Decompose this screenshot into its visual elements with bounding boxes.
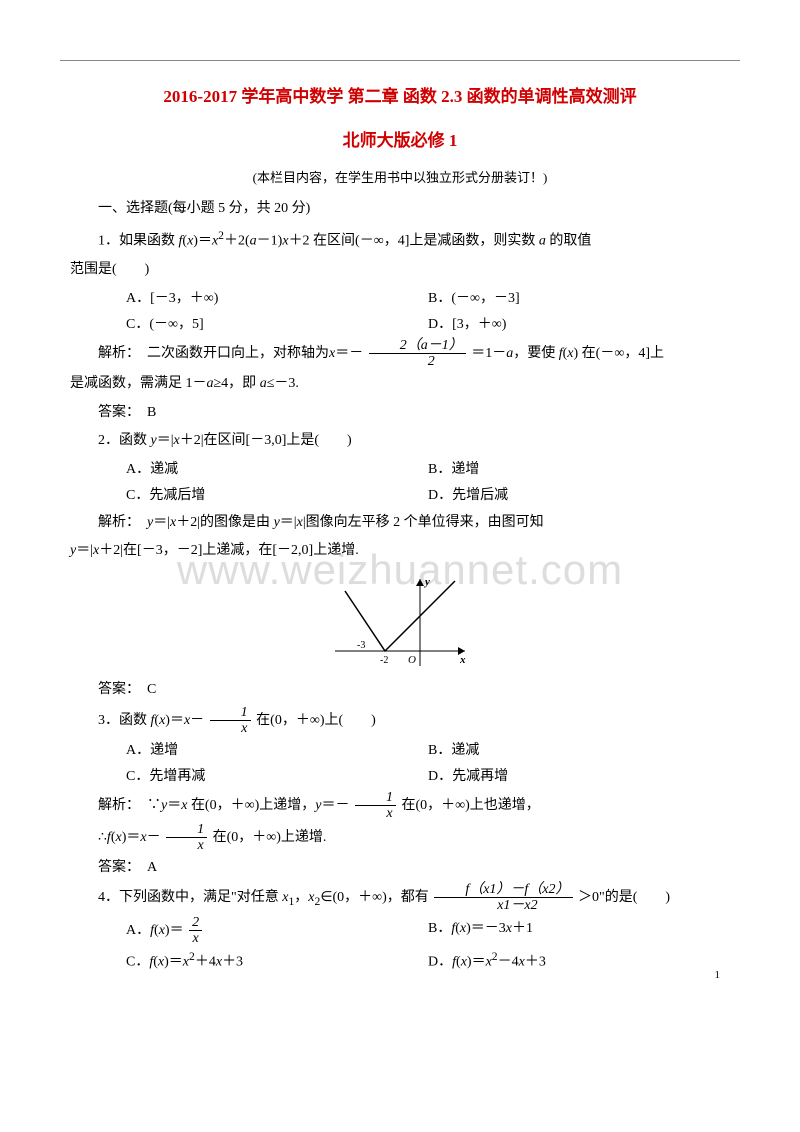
q4-options-row1: A．f(x)＝ 2x B．f(x)＝－3x＋1 — [70, 916, 730, 946]
svg-text:x: x — [459, 654, 466, 666]
q3-optA: A．递增 — [126, 738, 428, 765]
q4-optA: A．f(x)＝ 2x — [126, 916, 428, 946]
q1-optA: A．[－3，＋∞) — [126, 286, 428, 313]
top-rule — [60, 60, 740, 61]
q3-explanation2: ∴f(x)＝x－ 1x 在(0，＋∞)上递增. — [70, 823, 730, 853]
q1-stem2: 范围是( ) — [70, 257, 730, 284]
q3-options-row2: C．先增再减 D．先减再增 — [70, 764, 730, 791]
header-note: (本栏目内容，在学生用书中以独立形式分册装订！) — [70, 166, 730, 191]
q3-options-row1: A．递增 B．递减 — [70, 738, 730, 765]
page-content: 2016-2017 学年高中数学 第二章 函数 2.3 函数的单调性高效测评 北… — [70, 81, 730, 976]
q2-explanation2: y＝|x＋2|在[－3，－2]上递减，在[－2,0]上递增. — [70, 538, 730, 565]
svg-text:-2: -2 — [380, 655, 388, 666]
q2-options-row2: C．先减后增 D．先增后减 — [70, 483, 730, 510]
q1-optB: B．(－∞，－3] — [428, 286, 730, 313]
svg-text:O: O — [408, 654, 416, 666]
q4-stem: 4．下列函数中，满足"对任意 x1，x2∈(0，＋∞)，都有 f（x1）－f（x… — [70, 883, 730, 913]
q1-optC: C．(－∞，5] — [126, 312, 428, 339]
q1-stem: 1．如果函数 f(x)＝x2＋2(a－1)x＋2 在区间(－∞，4]上是减函数，… — [70, 225, 730, 255]
q2-optB: B．递增 — [428, 457, 730, 484]
q2-stem: 2．函数 y＝|x＋2|在区间[－3,0]上是( ) — [70, 428, 730, 455]
subtitle: 北师大版必修 1 — [70, 125, 730, 157]
q4-optB: B．f(x)＝－3x＋1 — [428, 916, 730, 946]
svg-text:y: y — [423, 576, 430, 588]
q3-stem: 3．函数 f(x)＝x－ 1x 在(0，＋∞)上( ) — [70, 706, 730, 736]
q1-answer: 答案： B — [70, 400, 730, 427]
q1-options-row1: A．[－3，＋∞) B．(－∞，－3] — [70, 286, 730, 313]
q2-optD: D．先增后减 — [428, 483, 730, 510]
title: 2016-2017 学年高中数学 第二章 函数 2.3 函数的单调性高效测评 — [70, 81, 730, 113]
q2-options-row1: A．递减 B．递增 — [70, 457, 730, 484]
q3-optC: C．先增再减 — [126, 764, 428, 791]
q4-optC: C．f(x)＝x2＋4x＋3 — [126, 946, 428, 976]
q2-optA: A．递减 — [126, 457, 428, 484]
q2-answer: 答案： C — [70, 677, 730, 704]
q1-explanation2: 是减函数，需满足 1－a≥4，即 a≤－3. — [70, 371, 730, 398]
svg-text:-3: -3 — [357, 640, 365, 651]
q1-optD: D．[3，＋∞) — [428, 312, 730, 339]
q3-explanation: 解析： ∵y＝x 在(0，＋∞)上递增，y＝－ 1x 在(0，＋∞)上也递增， — [70, 791, 730, 821]
q1-options-row2: C．(－∞，5] D．[3，＋∞) — [70, 312, 730, 339]
q4-optD: D．f(x)＝x2－4x＋3 — [428, 946, 730, 976]
q3-optB: B．递减 — [428, 738, 730, 765]
q3-optD: D．先减再增 — [428, 764, 730, 791]
q2-explanation: 解析： y＝|x＋2|的图像是由 y＝|x|图像向左平移 2 个单位得来，由图可… — [70, 510, 730, 537]
q1-explanation: 解析： 二次函数开口向上，对称轴为x＝－ 2（a－1）2 ＝1－a，要使 f(x… — [70, 339, 730, 369]
q2-optC: C．先减后增 — [126, 483, 428, 510]
q4-options-row2: C．f(x)＝x2＋4x＋3 D．f(x)＝x2－4x＋3 — [70, 946, 730, 976]
q3-answer: 答案： A — [70, 855, 730, 882]
section-heading: 一、选择题(每小题 5 分，共 20 分) — [70, 196, 730, 223]
q2-graph: -3 -2 O x y — [325, 571, 475, 671]
